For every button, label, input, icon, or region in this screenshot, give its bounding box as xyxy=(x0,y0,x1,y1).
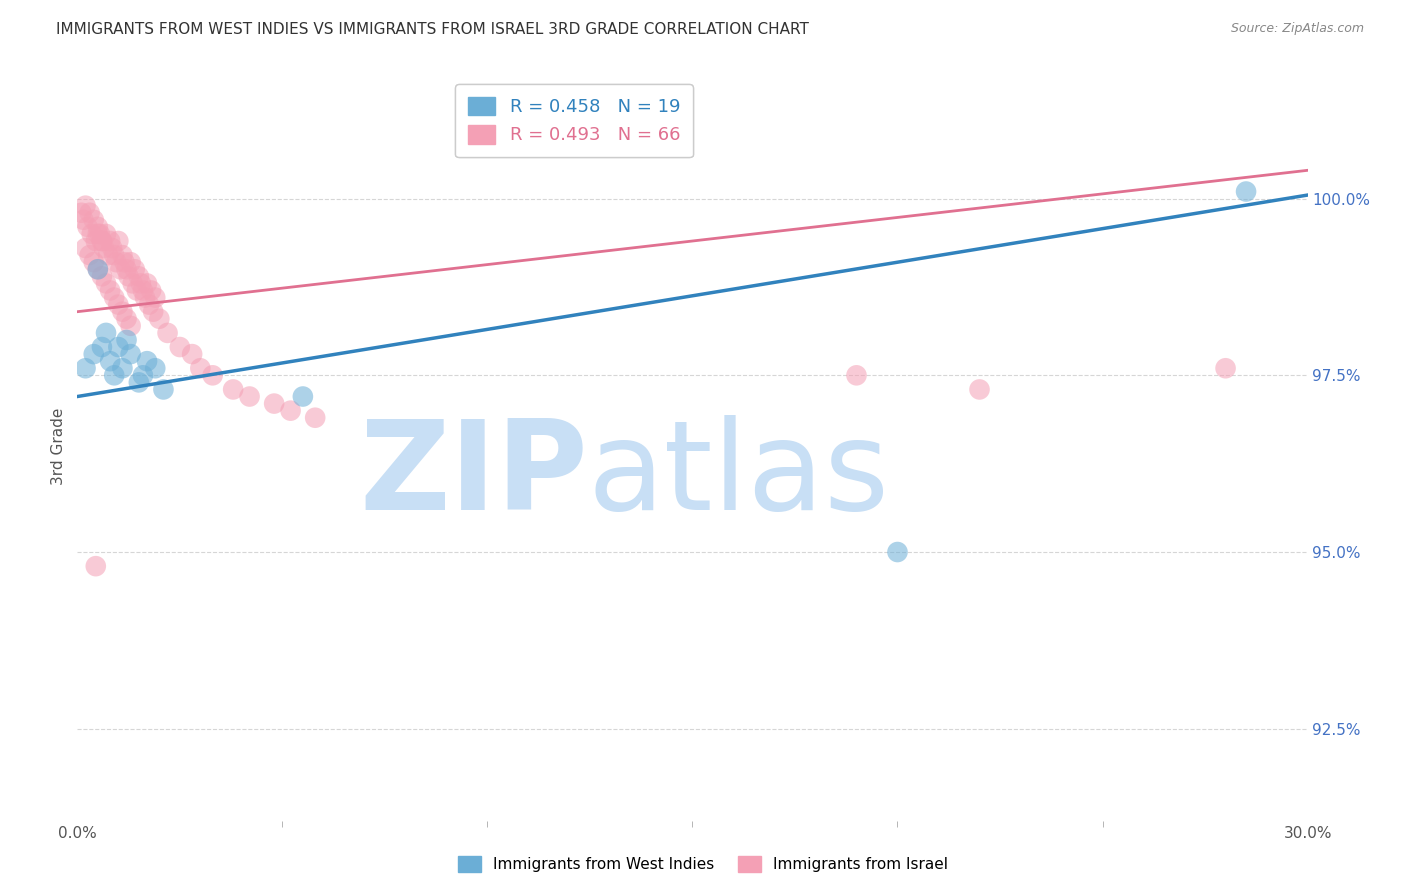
Point xyxy=(143,361,166,376)
Text: ZIP: ZIP xyxy=(359,416,588,536)
Point xyxy=(87,227,110,241)
Point xyxy=(148,311,170,326)
Point xyxy=(90,234,114,248)
Point xyxy=(98,284,121,298)
Point xyxy=(125,284,148,298)
Point xyxy=(111,304,134,318)
Point xyxy=(201,368,224,383)
Point xyxy=(117,269,139,284)
Point xyxy=(98,354,121,368)
Text: atlas: atlas xyxy=(588,416,890,536)
Legend: R = 0.458   N = 19, R = 0.493   N = 66: R = 0.458 N = 19, R = 0.493 N = 66 xyxy=(456,84,693,157)
Point xyxy=(141,284,163,298)
Point xyxy=(134,291,156,305)
Point xyxy=(132,284,155,298)
Point xyxy=(93,241,115,255)
Point xyxy=(76,219,98,234)
Point xyxy=(94,227,117,241)
Point xyxy=(101,241,124,255)
Point xyxy=(83,347,105,361)
Point xyxy=(80,227,103,241)
Point xyxy=(90,234,114,248)
Point xyxy=(107,234,129,248)
Point xyxy=(128,376,150,390)
Point xyxy=(84,234,107,248)
Point xyxy=(115,262,138,277)
Point xyxy=(239,390,262,404)
Point xyxy=(103,368,125,383)
Point xyxy=(114,255,136,269)
Point xyxy=(75,361,97,376)
Point xyxy=(156,326,179,340)
Point xyxy=(143,291,166,305)
Point xyxy=(181,347,204,361)
Point xyxy=(72,212,94,227)
Point xyxy=(291,390,314,404)
Point xyxy=(128,269,150,284)
Point xyxy=(87,219,110,234)
Point xyxy=(89,227,111,241)
Point xyxy=(124,262,146,277)
Text: IMMIGRANTS FROM WEST INDIES VS IMMIGRANTS FROM ISRAEL 3RD GRADE CORRELATION CHAR: IMMIGRANTS FROM WEST INDIES VS IMMIGRANT… xyxy=(56,22,808,37)
Y-axis label: 3rd Grade: 3rd Grade xyxy=(51,408,66,484)
Point xyxy=(75,199,97,213)
Point xyxy=(115,311,138,326)
Point xyxy=(87,262,110,277)
Point xyxy=(83,255,105,269)
Point xyxy=(138,298,160,312)
Point xyxy=(188,361,212,376)
Point xyxy=(107,298,129,312)
Point xyxy=(83,212,105,227)
Point xyxy=(110,262,132,277)
Point xyxy=(136,277,159,291)
Point xyxy=(263,396,285,410)
Point xyxy=(129,277,152,291)
Point xyxy=(90,340,114,354)
Point xyxy=(103,248,125,262)
Point xyxy=(121,277,143,291)
Point xyxy=(70,205,93,219)
Point xyxy=(845,368,868,383)
Text: Source: ZipAtlas.com: Source: ZipAtlas.com xyxy=(1230,22,1364,36)
Point xyxy=(111,361,134,376)
Point xyxy=(90,269,114,284)
Point xyxy=(1215,361,1237,376)
Point xyxy=(79,248,101,262)
Point xyxy=(111,248,134,262)
Point xyxy=(1234,185,1257,199)
Point xyxy=(120,318,142,333)
Point xyxy=(222,383,245,397)
Point xyxy=(132,368,155,383)
Point xyxy=(105,255,128,269)
Point xyxy=(107,340,129,354)
Point xyxy=(97,248,120,262)
Point xyxy=(304,410,326,425)
Point xyxy=(94,326,117,340)
Point xyxy=(142,304,165,318)
Legend: Immigrants from West Indies, Immigrants from Israel: Immigrants from West Indies, Immigrants … xyxy=(451,848,955,880)
Point xyxy=(280,403,302,417)
Point xyxy=(98,234,121,248)
Point xyxy=(969,383,991,397)
Point xyxy=(886,545,908,559)
Point xyxy=(75,241,97,255)
Point xyxy=(79,205,101,219)
Point xyxy=(115,333,138,347)
Point xyxy=(94,277,117,291)
Point xyxy=(120,255,142,269)
Point xyxy=(87,262,110,277)
Point xyxy=(152,383,174,397)
Point xyxy=(103,291,125,305)
Point xyxy=(120,347,142,361)
Point xyxy=(169,340,191,354)
Point xyxy=(136,354,159,368)
Point xyxy=(84,559,107,574)
